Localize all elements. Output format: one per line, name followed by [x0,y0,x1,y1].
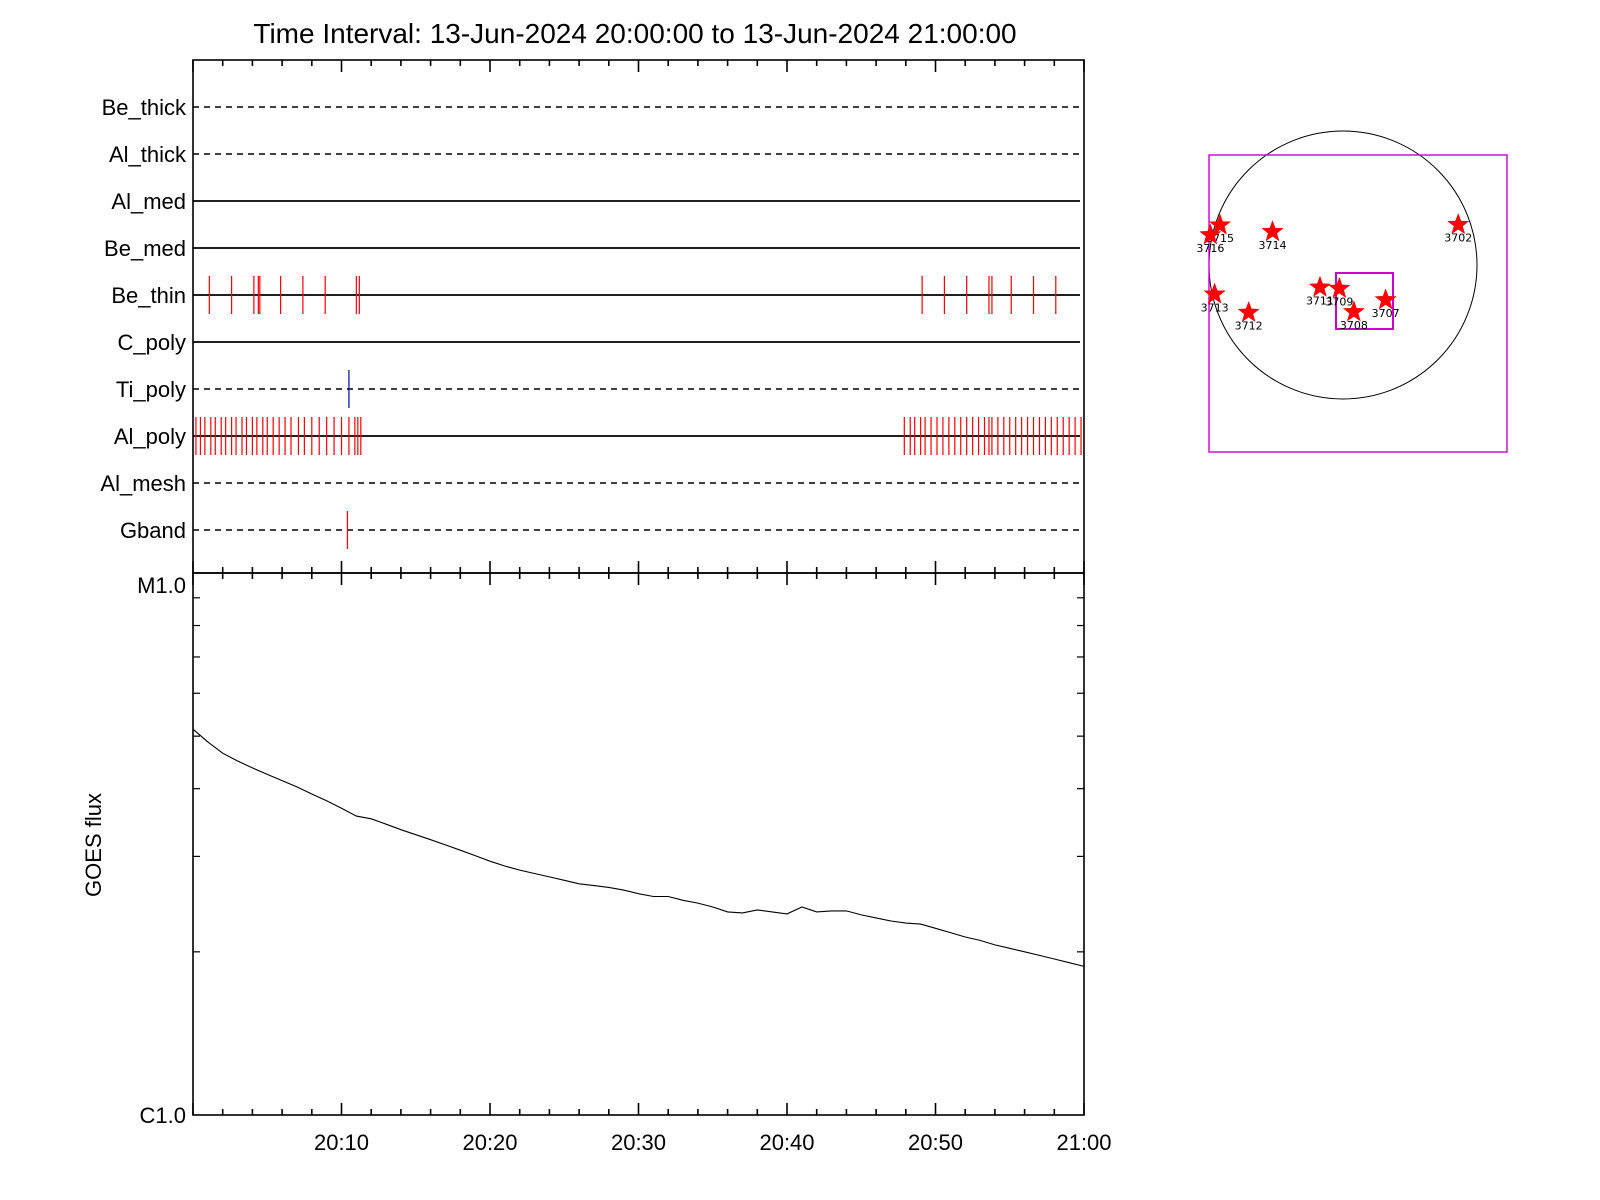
raster-panel-frame [192,59,1085,574]
active-region-3709: 3709 [1325,276,1353,309]
x-tick-label: 20:30 [611,1130,666,1155]
x-tick-label: 20:50 [908,1130,963,1155]
filter-label: Gband [120,518,186,543]
active-region-3714: 3714 [1259,220,1287,252]
star-marker [1328,276,1351,299]
goes-flux-series [192,728,1085,967]
goes-tick-labels: 20:10 20:20 20:30 20:40 20:50 21:00 M1.0 C1.0 [137,573,1111,1155]
filter-row-c_poly: C_poly [118,330,1080,355]
filter-row-gband: Gband [120,511,1080,549]
region-label: 3709 [1325,296,1353,309]
goes-axis-ticks [192,573,1085,1115]
active-region-3702: 3702 [1444,212,1472,245]
star-marker [1342,300,1366,322]
filter-label: Ti_poly [116,377,186,402]
raster-x-ticks [192,60,1085,573]
x-tick-label: 20:10 [314,1130,369,1155]
y-tick-label: C1.0 [140,1103,186,1128]
active-region-3712: 3712 [1235,300,1263,333]
fov-outer-box [1208,154,1508,453]
y-tick-label: M1.0 [137,573,186,598]
region-label: 3708 [1340,319,1368,332]
region-label: 3714 [1259,239,1287,252]
filter-row-be_thick: Be_thick [102,95,1080,120]
filter-label: Al_thick [109,142,187,167]
filter-label: Al_mesh [100,471,186,496]
filter-label: Be_thin [111,283,186,308]
region-label: 3707 [1372,307,1400,320]
star-marker [1261,220,1284,242]
filter-row-al_thick: Al_thick [109,142,1080,167]
active-region-3707: 3707 [1372,288,1400,320]
chart-title: Time Interval: 13-Jun-2024 20:00:00 to 1… [253,18,1016,49]
star-marker [1447,212,1470,235]
filter-rows: Be_thick Al_thick Al_med Be_med Be_thin C_pol… [100,95,1082,549]
star-marker [1308,275,1332,297]
goes-panel-frame [192,572,1085,1116]
active-region-3716: 3716 [1196,223,1224,255]
filter-row-ti_poly: Ti_poly [116,370,1080,408]
goes-y-axis-label: GOES flux [81,793,106,897]
filter-label: Al_poly [114,424,186,449]
filter-row-al_mesh: Al_mesh [100,471,1080,496]
filter-label: Al_med [111,189,186,214]
region-label: 3713 [1201,301,1229,314]
filter-row-al_poly: Al_poly [114,417,1082,455]
solar-limb [1208,130,1478,400]
active-region-3711: 3711 [1306,275,1334,307]
region-label: 3712 [1235,320,1263,333]
active-region-3708: 3708 [1340,300,1368,332]
active-region-3713: 3713 [1201,282,1229,314]
fov-inner-box [1335,272,1394,330]
filter-label: Be_thick [102,95,187,120]
star-marker [1208,213,1232,235]
x-tick-label: 20:20 [462,1130,517,1155]
filter-label: C_poly [118,330,186,355]
region-label: 3716 [1196,242,1224,255]
x-tick-label: 20:40 [759,1130,814,1155]
filter-row-be_med: Be_med [104,236,1080,261]
region-label: 3711 [1306,294,1334,307]
star-marker [1203,282,1226,304]
filter-row-al_med: Al_med [111,189,1080,214]
filter-label: Be_med [104,236,186,261]
star-marker [1237,300,1260,323]
x-tick-label: 21:00 [1056,1130,1111,1155]
filter-row-be_thin: Be_thin [111,276,1080,314]
goes-flux-line [192,728,1085,967]
star-marker [1199,223,1222,245]
star-marker [1374,288,1397,310]
region-label: 3702 [1444,232,1472,245]
